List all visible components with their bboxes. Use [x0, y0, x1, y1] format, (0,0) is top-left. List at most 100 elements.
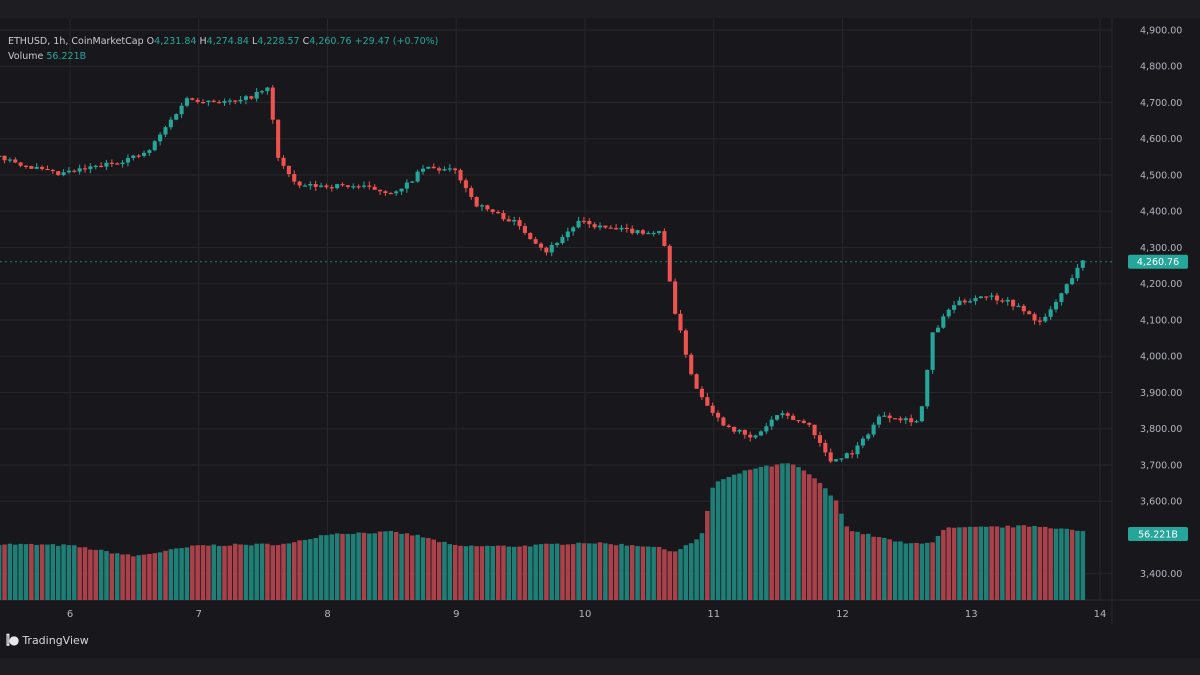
candle-body — [1053, 301, 1059, 310]
candle-body — [158, 134, 163, 142]
volume-bar — [865, 533, 871, 600]
candle-body — [630, 228, 635, 234]
candle-body — [646, 232, 651, 235]
volume-bar — [501, 545, 506, 600]
candle-body — [77, 168, 82, 172]
volume-bar — [935, 535, 941, 600]
candle-body — [565, 231, 570, 238]
candle-body — [378, 189, 383, 192]
ohlc-line: ETHUSD, 1h, CoinMarketCap O4,231.84 H4,2… — [8, 36, 439, 47]
volume-bar — [726, 476, 732, 600]
candle-body — [0, 155, 2, 157]
volume-bar — [683, 545, 689, 600]
volume-bar — [678, 549, 683, 600]
candle-body — [211, 100, 216, 102]
volume-bar — [399, 533, 404, 600]
volume-line: Volume 56.221B — [8, 49, 438, 64]
volume-bar — [340, 533, 345, 600]
volume-bar — [125, 554, 131, 600]
candle-body — [528, 232, 533, 240]
volume-bar — [1000, 527, 1005, 600]
candle-body — [431, 166, 436, 169]
candle-body — [1064, 284, 1069, 294]
candle-body — [962, 300, 967, 303]
volume-bar — [742, 470, 748, 600]
volume-bar — [367, 533, 372, 600]
volume-bar — [318, 535, 324, 600]
volume-bar — [801, 470, 807, 600]
candle-body — [131, 155, 136, 159]
volume-bar — [908, 543, 914, 600]
open-value: 4,231.84 — [154, 36, 197, 47]
last-price-tag[interactable] — [1128, 254, 1188, 269]
last-volume-tag[interactable] — [1128, 527, 1188, 541]
candle-body — [839, 458, 844, 460]
volume-bar — [200, 545, 206, 600]
candle-body — [775, 415, 780, 420]
candle-body — [292, 174, 297, 182]
candle-body — [120, 162, 125, 165]
volume-bar — [415, 534, 420, 600]
tradingview-brand[interactable]: ⫿● TradingView — [6, 633, 89, 648]
candle-body — [834, 459, 839, 462]
volume-bar — [984, 526, 989, 600]
candle-body — [351, 186, 356, 188]
candle-body — [683, 330, 688, 355]
candle-body — [737, 429, 742, 432]
volume-bar — [184, 547, 190, 600]
volume-bar — [232, 543, 238, 600]
volume-label[interactable]: Volume — [8, 51, 44, 62]
volume-bar — [876, 537, 882, 600]
candle-body — [437, 168, 442, 171]
candle-body — [29, 166, 34, 169]
candle-body — [544, 247, 549, 253]
volume-bar — [93, 549, 99, 600]
volume-bar — [66, 545, 72, 600]
candle-body — [941, 316, 946, 328]
candle-body — [265, 87, 270, 92]
candle-body — [61, 172, 66, 176]
volume-bar — [871, 536, 876, 600]
candle-body — [410, 181, 415, 183]
candle-body — [324, 185, 329, 188]
candle-body — [490, 209, 495, 212]
candle-body — [1080, 260, 1085, 268]
volume-bar — [302, 540, 308, 600]
candle-body — [297, 181, 302, 186]
volume-bar — [941, 529, 946, 600]
candle-body — [694, 374, 699, 389]
volume-bar — [694, 539, 699, 600]
y-tick-label: 4,700.00 — [1140, 98, 1182, 109]
volume-bar — [356, 532, 361, 600]
volume-bar — [576, 542, 581, 600]
volume-bar — [817, 482, 823, 600]
volume-bar — [656, 546, 662, 600]
volume-bar — [485, 545, 490, 600]
volume-bar — [179, 548, 184, 600]
volume-bar — [715, 481, 721, 600]
candle-body — [597, 225, 603, 228]
candle-body — [13, 159, 18, 163]
candle-body — [640, 230, 645, 234]
symbol-label[interactable]: ETHUSD, 1h, CoinMarketCap — [8, 36, 144, 47]
volume-bar — [372, 533, 377, 600]
candle-body — [592, 224, 597, 228]
volume-bar — [479, 546, 485, 600]
volume-bar — [624, 545, 630, 600]
candle-body — [109, 162, 114, 165]
volume-bar — [1010, 527, 1016, 600]
volume-bar — [635, 546, 640, 600]
x-tick-label: 10 — [579, 609, 592, 620]
volume-bar — [361, 532, 367, 600]
y-tick-label: 3,700.00 — [1140, 460, 1182, 471]
volume-bar — [281, 543, 286, 600]
chart-legend: ETHUSD, 1h, CoinMarketCap O4,231.84 H4,2… — [8, 34, 438, 64]
volume-bar — [190, 545, 195, 600]
candle-body — [635, 230, 640, 234]
volume-bar — [737, 473, 742, 600]
candle-body — [420, 168, 426, 172]
volume-bar — [640, 546, 646, 600]
candle-body — [308, 184, 313, 186]
candle-body — [276, 119, 281, 158]
